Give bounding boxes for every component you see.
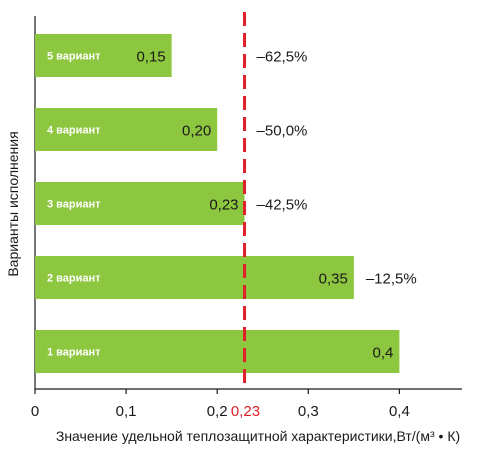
- bar-category-label: 3 вариант: [47, 199, 101, 211]
- x-tick-group: 0 0,1 0,2 0,3 0,4: [31, 389, 410, 420]
- x-tick-label: 0,1: [116, 403, 137, 420]
- x-tick-label: 0: [31, 403, 39, 420]
- x-tick-label: 0,3: [298, 403, 319, 420]
- y-axis-title: Варианты исполнения: [5, 131, 21, 276]
- reference-line-group: 0,23: [231, 12, 260, 420]
- bar-category-label: 1 вариант: [47, 347, 101, 359]
- bar-category-label: 2 вариант: [47, 273, 101, 285]
- bar: [35, 108, 218, 151]
- bar: [35, 256, 354, 299]
- bar-value-label: 0,15: [136, 49, 165, 66]
- x-axis-title: Значение удельной теплозащитной характер…: [56, 428, 460, 444]
- bar-value-label: 0,23: [209, 197, 238, 214]
- bar-value-label: 0,4: [373, 345, 394, 362]
- bar-category-label: 5 вариант: [47, 51, 101, 63]
- bar-delta-label: –12,5%: [366, 271, 417, 288]
- x-tick-label: 0,4: [389, 403, 410, 420]
- bar-delta-label: –50,0%: [257, 123, 308, 140]
- bar: [35, 182, 245, 225]
- bar: [35, 330, 400, 373]
- x-tick-label: 0,2: [207, 403, 228, 420]
- bar: [35, 34, 172, 77]
- bars-group: 5 вариант 0,15 –62,5% 4 вариант 0,20 –50,0% 3 …: [35, 34, 417, 373]
- reference-line-label: 0,23: [231, 403, 260, 420]
- bar-delta-label: –42,5%: [257, 197, 308, 214]
- bar-value-label: 0,20: [182, 123, 211, 140]
- bar-value-label: 0,35: [319, 271, 348, 288]
- bar-delta-label: –62,5%: [257, 49, 308, 66]
- bar-category-label: 4 вариант: [47, 125, 101, 137]
